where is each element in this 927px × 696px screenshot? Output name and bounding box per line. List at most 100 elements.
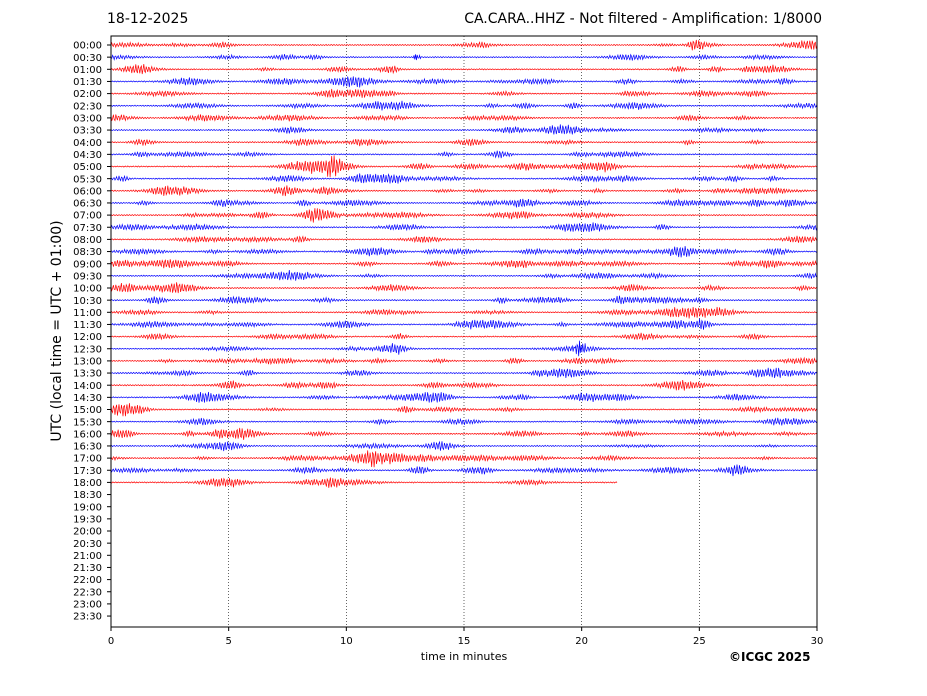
y-tick-label: 17:00 bbox=[73, 454, 102, 465]
y-tick-label: 02:00 bbox=[73, 89, 102, 100]
y-axis-label: UTC (local time = UTC + 01:00) bbox=[49, 220, 65, 442]
y-tick-label: 14:00 bbox=[73, 381, 102, 392]
y-tick-label: 11:00 bbox=[73, 308, 102, 319]
y-tick-label: 22:00 bbox=[73, 575, 102, 586]
trace-0530 bbox=[110, 173, 818, 184]
trace-0400 bbox=[110, 137, 818, 147]
chart-title: CA.CARA..HHZ - Not filtered - Amplificat… bbox=[464, 11, 822, 27]
trace-0300 bbox=[110, 113, 818, 122]
y-tick-label: 21:00 bbox=[73, 551, 102, 562]
trace-1330 bbox=[110, 367, 818, 379]
trace-1800 bbox=[110, 477, 618, 488]
y-tick-label: 15:30 bbox=[73, 417, 102, 428]
trace-0130 bbox=[110, 76, 818, 88]
trace-0100 bbox=[110, 63, 818, 75]
y-tick-label: 09:30 bbox=[73, 271, 102, 282]
y-tick-label: 10:00 bbox=[73, 284, 102, 295]
date-label: 18-12-2025 bbox=[107, 11, 189, 27]
x-tick-label: 15 bbox=[458, 636, 471, 647]
y-tick-label: 04:30 bbox=[73, 150, 102, 161]
x-tick-label: 5 bbox=[225, 636, 231, 647]
trace-1400 bbox=[110, 380, 818, 391]
y-tick-label: 21:30 bbox=[73, 563, 102, 574]
trace-0000 bbox=[110, 39, 818, 51]
trace-0730 bbox=[110, 222, 818, 232]
trace-1730 bbox=[110, 464, 818, 477]
seismic-traces bbox=[110, 39, 818, 488]
y-tick-label: 16:00 bbox=[73, 429, 102, 440]
trace-0500 bbox=[110, 155, 818, 178]
y-tick-label: 12:30 bbox=[73, 344, 102, 355]
y-tick-label: 06:00 bbox=[73, 186, 102, 197]
y-tick-label: 07:30 bbox=[73, 223, 102, 234]
y-tick-label: 15:00 bbox=[73, 405, 102, 416]
trace-1530 bbox=[110, 417, 818, 426]
y-tick-label: 11:30 bbox=[73, 320, 102, 331]
y-tick-label: 20:30 bbox=[73, 539, 102, 550]
trace-1430 bbox=[110, 391, 818, 403]
x-tick-label: 30 bbox=[811, 636, 824, 647]
y-tick-label: 23:30 bbox=[73, 612, 102, 623]
trace-0800 bbox=[110, 235, 818, 244]
y-tick-label: 18:30 bbox=[73, 490, 102, 501]
y-tick-label: 07:00 bbox=[73, 211, 102, 222]
gridlines bbox=[228, 36, 700, 627]
y-tick-label: 19:00 bbox=[73, 502, 102, 513]
trace-0900 bbox=[110, 259, 818, 269]
plot-frame bbox=[110, 35, 818, 628]
trace-1000 bbox=[110, 282, 818, 294]
y-tick-label: 09:00 bbox=[73, 259, 102, 270]
trace-0630 bbox=[110, 198, 818, 208]
y-tick-label: 05:00 bbox=[73, 162, 102, 173]
y-tick-label: 23:00 bbox=[73, 600, 102, 611]
y-tick-label: 08:00 bbox=[73, 235, 102, 246]
trace-0700 bbox=[110, 208, 818, 223]
trace-0330 bbox=[110, 124, 818, 135]
x-tick-label: 20 bbox=[575, 636, 588, 647]
y-tick-label: 01:00 bbox=[73, 65, 102, 76]
y-tick-label: 05:30 bbox=[73, 174, 102, 185]
trace-1130 bbox=[110, 318, 818, 330]
y-tick-label: 13:00 bbox=[73, 357, 102, 368]
trace-0830 bbox=[110, 245, 818, 258]
x-tick-label: 25 bbox=[693, 636, 706, 647]
trace-1500 bbox=[110, 403, 818, 417]
y-tick-label: 04:00 bbox=[73, 138, 102, 149]
trace-1230 bbox=[110, 340, 818, 357]
trace-0030 bbox=[110, 53, 818, 61]
y-tick-label: 20:00 bbox=[73, 527, 102, 538]
trace-1200 bbox=[110, 332, 818, 341]
y-tick-label: 03:30 bbox=[73, 126, 102, 137]
y-tick-label: 14:30 bbox=[73, 393, 102, 404]
x-tick-label: 10 bbox=[340, 636, 353, 647]
trace-0930 bbox=[110, 270, 818, 281]
y-tick-label: 22:30 bbox=[73, 587, 102, 598]
trace-1030 bbox=[110, 295, 818, 305]
y-tick-label: 01:30 bbox=[73, 77, 102, 88]
trace-1700 bbox=[110, 450, 818, 468]
y-tick-label: 00:30 bbox=[73, 53, 102, 64]
trace-0230 bbox=[110, 100, 818, 111]
y-tick-label: 02:30 bbox=[73, 101, 102, 112]
y-tick-label: 06:30 bbox=[73, 199, 102, 210]
x-tick-label: 0 bbox=[108, 636, 114, 647]
trace-0200 bbox=[110, 88, 818, 98]
trace-0430 bbox=[110, 150, 818, 159]
trace-1600 bbox=[110, 427, 818, 440]
y-tick-label: 18:00 bbox=[73, 478, 102, 489]
trace-0600 bbox=[110, 185, 818, 197]
y-tick-label: 13:30 bbox=[73, 369, 102, 380]
y-tick-label: 16:30 bbox=[73, 442, 102, 453]
trace-1300 bbox=[110, 356, 818, 366]
y-tick-label: 00:00 bbox=[73, 41, 102, 52]
y-tick-label: 10:30 bbox=[73, 296, 102, 307]
x-axis-label: time in minutes bbox=[420, 650, 508, 663]
y-tick-label: 03:00 bbox=[73, 114, 102, 125]
trace-1630 bbox=[110, 440, 818, 452]
y-tick-label: 12:00 bbox=[73, 332, 102, 343]
plot-area bbox=[111, 36, 817, 627]
y-tick-label: 17:30 bbox=[73, 466, 102, 477]
y-tick-label: 08:30 bbox=[73, 247, 102, 258]
